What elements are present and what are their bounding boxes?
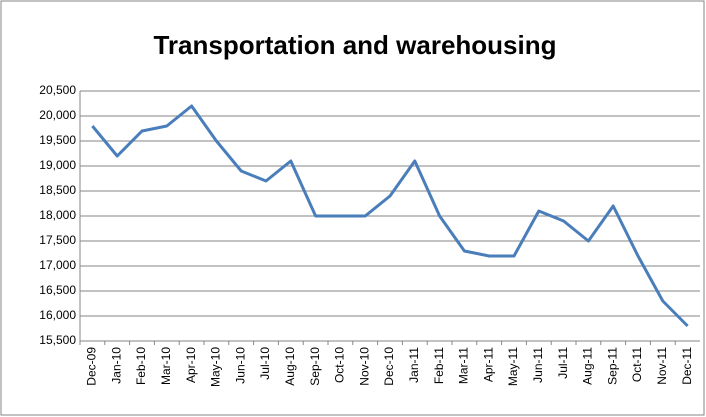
x-tick-label: Dec-11 — [680, 347, 694, 385]
y-tick-label: 20,000 — [39, 108, 76, 122]
y-tick-label: 17,000 — [39, 258, 76, 272]
x-tick-label: Aug-10 — [283, 347, 297, 386]
x-tick-label: Jun-10 — [233, 347, 247, 384]
y-tick-label: 18,500 — [39, 183, 76, 197]
y-tick-label: 16,000 — [39, 308, 76, 322]
x-tick-label: May-10 — [209, 347, 223, 387]
y-tick-label: 17,500 — [39, 233, 76, 247]
x-tick-label: Mar-11 — [457, 347, 471, 384]
x-tick-label: Sep-11 — [605, 347, 619, 385]
x-tick-label: Sep-10 — [308, 347, 322, 386]
x-tick-label: Dec-09 — [85, 347, 99, 386]
y-tick-label: 19,500 — [39, 133, 76, 147]
y-tick-label: 19,000 — [39, 158, 76, 172]
chart-title: Transportation and warehousing — [153, 30, 556, 60]
x-tick-label: Apr-11 — [481, 347, 495, 382]
x-tick-label: Mar-10 — [159, 347, 173, 385]
x-tick-label: Jul-10 — [258, 347, 272, 380]
x-tick-label: Aug-11 — [581, 347, 595, 385]
x-tick-label: Jan-11 — [407, 347, 421, 383]
y-tick-label: 18,000 — [39, 208, 76, 222]
x-tick-label: Jan-10 — [109, 347, 123, 384]
x-tick-label: May-11 — [506, 347, 520, 386]
x-tick-label: Nov-10 — [357, 347, 371, 386]
y-tick-label: 16,500 — [39, 283, 76, 297]
x-tick-label: Jun-11 — [531, 347, 545, 383]
x-tick-label: Apr-10 — [184, 347, 198, 383]
x-tick-label: Feb-11 — [432, 347, 446, 384]
x-tick-label: Oct-11 — [630, 347, 644, 382]
data-line — [91, 104, 689, 328]
x-tick-label: Jul-11 — [556, 347, 570, 379]
x-tick-label: Oct-10 — [333, 347, 347, 383]
x-tick-label: Nov-11 — [655, 347, 669, 385]
y-tick-label: 15,500 — [39, 333, 76, 347]
x-tick-label: Dec-10 — [382, 347, 396, 386]
y-tick-label: 20,500 — [39, 83, 76, 97]
x-tick-label: Feb-10 — [134, 347, 148, 385]
